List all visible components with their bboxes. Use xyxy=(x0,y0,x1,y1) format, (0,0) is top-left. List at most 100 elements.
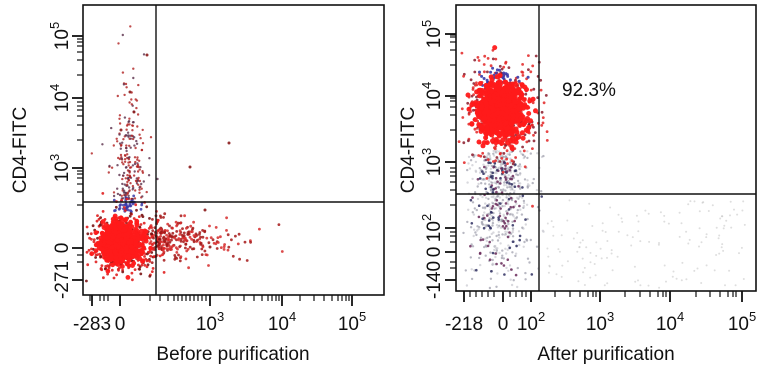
event-dot xyxy=(128,156,131,159)
event-dot xyxy=(162,216,165,219)
event-dot xyxy=(131,188,134,191)
event-dot xyxy=(637,220,640,223)
event-dot xyxy=(631,236,634,239)
event-dot xyxy=(486,244,490,248)
event-dot xyxy=(494,57,498,61)
event-dot xyxy=(578,246,581,248)
event-dot xyxy=(501,198,505,202)
event-dot xyxy=(118,215,124,221)
event-dot xyxy=(157,229,160,232)
event-dot xyxy=(486,57,490,60)
event-dot xyxy=(113,255,119,260)
event-dot xyxy=(696,267,699,270)
event-dot xyxy=(484,206,487,209)
event-dot xyxy=(486,236,489,239)
event-dot xyxy=(140,182,143,186)
event-dot xyxy=(199,235,203,239)
event-dot xyxy=(127,120,131,123)
event-dot xyxy=(107,171,111,174)
event-dot xyxy=(194,232,198,236)
event-dot xyxy=(114,237,120,243)
x-tick-label: 102 xyxy=(517,309,545,335)
event-dot xyxy=(700,241,703,244)
event-dot xyxy=(163,231,167,235)
event-dot xyxy=(477,81,483,86)
event-dot xyxy=(118,133,121,136)
event-dot xyxy=(120,264,125,269)
event-dot xyxy=(730,226,733,229)
event-dot xyxy=(110,262,116,268)
event-dot xyxy=(720,246,723,249)
event-dot xyxy=(477,204,481,207)
event-dot xyxy=(471,245,475,248)
event-dot xyxy=(114,258,119,264)
event-dot xyxy=(502,257,505,260)
event-dot xyxy=(528,261,531,264)
event-dot xyxy=(510,183,513,186)
event-dot xyxy=(498,205,501,208)
event-dot xyxy=(535,188,539,192)
event-dot xyxy=(490,207,494,210)
event-dot xyxy=(110,235,116,240)
event-dot xyxy=(610,252,613,255)
event-dot xyxy=(701,201,704,204)
event-dot xyxy=(510,165,513,169)
event-dot xyxy=(183,214,187,218)
event-dot xyxy=(148,274,152,278)
event-dot xyxy=(171,244,175,247)
event-dot xyxy=(524,218,527,221)
event-dot xyxy=(142,180,145,183)
event-dot xyxy=(130,249,136,255)
event-dot xyxy=(126,123,129,126)
event-dot xyxy=(497,233,500,237)
event-dot xyxy=(118,193,122,197)
event-dot xyxy=(481,206,485,209)
event-dot xyxy=(566,219,569,222)
event-dot xyxy=(477,154,480,157)
event-dot xyxy=(489,113,495,119)
event-dot xyxy=(520,213,524,216)
event-dot xyxy=(105,268,111,274)
event-dot xyxy=(134,98,137,101)
event-dot xyxy=(532,177,535,181)
event-dot xyxy=(506,248,509,251)
event-dot xyxy=(681,261,684,264)
event-dot xyxy=(581,257,584,260)
event-dot xyxy=(473,83,477,87)
event-dot xyxy=(524,104,530,110)
event-dot xyxy=(128,240,134,245)
event-dot xyxy=(157,247,161,251)
event-dot xyxy=(203,229,207,233)
event-dot xyxy=(132,194,136,198)
event-dot xyxy=(496,117,502,122)
event-dot xyxy=(506,231,509,234)
event-dot xyxy=(658,286,661,289)
event-dot xyxy=(133,268,137,271)
event-dots xyxy=(85,25,284,283)
event-dot xyxy=(705,236,708,239)
event-dot xyxy=(219,235,222,239)
event-dot xyxy=(230,238,233,242)
event-dot xyxy=(98,242,104,247)
event-dot xyxy=(116,140,119,143)
x-tick-label: 103 xyxy=(586,309,614,335)
event-dot xyxy=(591,225,594,227)
event-dot xyxy=(526,217,529,221)
event-dot xyxy=(491,239,494,242)
event-dot xyxy=(504,127,510,132)
event-dot xyxy=(526,150,529,153)
event-dot xyxy=(112,194,116,198)
event-dot xyxy=(527,68,530,71)
event-dot xyxy=(124,177,128,180)
y-tick-label: 0 xyxy=(424,247,445,258)
event-dot xyxy=(480,222,484,225)
event-dot xyxy=(138,186,141,189)
event-dot xyxy=(576,231,579,234)
event-dot xyxy=(148,157,151,160)
event-dot xyxy=(185,226,188,230)
event-dot xyxy=(474,160,478,164)
event-dot xyxy=(496,195,499,198)
event-dot xyxy=(473,127,477,131)
event-dot xyxy=(482,155,486,159)
event-dot xyxy=(473,191,477,194)
